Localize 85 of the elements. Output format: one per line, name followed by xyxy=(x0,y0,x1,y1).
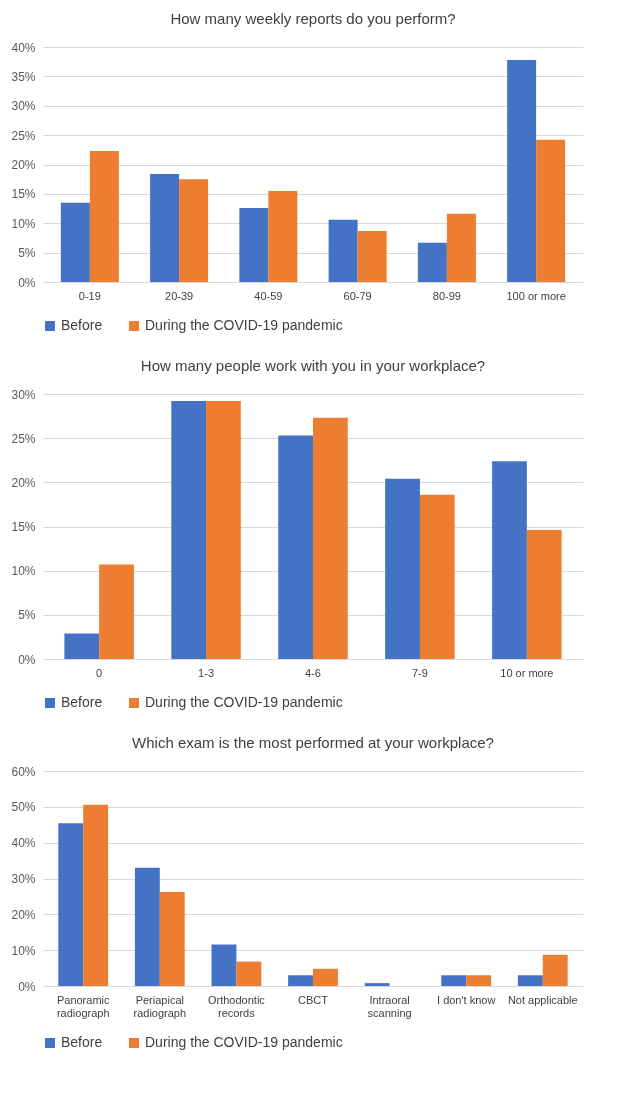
y-tick-label: 35% xyxy=(11,69,36,84)
chart-title: How many weekly reports do you perform? xyxy=(170,10,456,27)
y-tick-label: 30% xyxy=(11,872,36,886)
x-tick-label: 80-99 xyxy=(432,289,461,302)
x-tick-label: 7-9 xyxy=(411,666,428,679)
bar xyxy=(89,150,119,282)
x-tick-label: I don't know xyxy=(437,993,496,1006)
legend-label: Before xyxy=(61,1034,103,1050)
bar xyxy=(507,59,537,282)
legend-label: Before xyxy=(61,317,103,333)
x-tick-label: Periapical radiograph xyxy=(133,993,187,1019)
y-tick-label: 20% xyxy=(11,475,36,490)
bar xyxy=(288,975,313,986)
chart-title: How many people work with you in your workplace? xyxy=(140,357,486,374)
y-tick-label: 5% xyxy=(18,246,36,261)
x-tick-label: 40-59 xyxy=(254,289,283,302)
bar xyxy=(159,892,185,986)
y-tick-label: 15% xyxy=(11,520,36,534)
bar xyxy=(517,975,543,986)
bar xyxy=(134,867,160,986)
y-tick-label: 15% xyxy=(11,187,36,202)
y-tick-label: 0% xyxy=(18,652,36,667)
x-tick-label: 4-6 xyxy=(305,666,321,679)
y-tick-label: 25% xyxy=(11,431,36,446)
bar xyxy=(419,494,455,659)
bar xyxy=(328,219,358,282)
x-tick-label: Intraoral scanning xyxy=(367,993,412,1019)
x-tick-label: 0-19 xyxy=(78,289,101,302)
bar xyxy=(236,961,262,986)
legend-label: During the COVID-19 pandemic xyxy=(145,694,343,710)
bar xyxy=(441,975,467,986)
y-tick-label: 0% xyxy=(18,979,36,994)
x-tick-label: 1-3 xyxy=(198,666,215,679)
x-tick-label: Orthodontic records xyxy=(207,993,266,1019)
bar xyxy=(492,461,527,659)
bar xyxy=(446,213,476,282)
bar xyxy=(417,242,447,282)
y-tick-label: 10% xyxy=(11,216,36,231)
bar xyxy=(313,968,338,986)
bar xyxy=(58,823,84,986)
bar xyxy=(171,401,207,659)
y-tick-label: 20% xyxy=(11,907,36,922)
legend-label: During the COVID-19 pandemic xyxy=(145,317,343,333)
y-tick-label: 5% xyxy=(18,608,36,623)
x-tick-label: 0 xyxy=(96,666,103,679)
y-tick-label: 50% xyxy=(11,800,36,815)
x-tick-label: 100 or more xyxy=(506,289,566,302)
bar xyxy=(239,207,269,282)
y-tick-label: 20% xyxy=(11,158,36,172)
bar xyxy=(466,975,492,986)
y-tick-label: 30% xyxy=(11,99,36,114)
bar xyxy=(268,190,298,282)
bar xyxy=(526,530,562,659)
bar xyxy=(150,173,180,282)
chart-title: Which exam is the most performed at your workplace? xyxy=(132,734,494,751)
legend-label: During the COVID-19 pandemic xyxy=(145,1034,343,1050)
x-tick-label: 10 or more xyxy=(500,666,554,679)
bar xyxy=(357,230,387,282)
bar xyxy=(64,633,100,659)
bar xyxy=(278,435,313,659)
y-tick-label: 60% xyxy=(11,764,36,779)
x-tick-label: Not applicable xyxy=(507,993,578,1006)
x-tick-label: CBCT xyxy=(298,993,329,1006)
bar xyxy=(83,804,109,986)
bar xyxy=(542,954,568,986)
y-tick-label: 30% xyxy=(11,387,36,402)
x-tick-label: 20-39 xyxy=(165,289,194,302)
legend-label: Before xyxy=(61,694,103,710)
bar xyxy=(60,202,90,282)
y-tick-label: 40% xyxy=(11,836,36,851)
y-tick-label: 0% xyxy=(18,275,36,290)
y-tick-label: 10% xyxy=(11,943,36,958)
bar xyxy=(536,139,566,282)
x-tick-label: Panoramic radiograph xyxy=(56,993,110,1019)
y-tick-label: 40% xyxy=(11,40,36,55)
bar xyxy=(211,944,237,986)
bar xyxy=(364,983,390,986)
bar xyxy=(313,417,348,659)
y-tick-label: 25% xyxy=(11,128,36,143)
bar xyxy=(385,478,420,659)
x-tick-label: 60-79 xyxy=(343,289,372,302)
bar xyxy=(99,564,134,659)
bar xyxy=(206,401,241,659)
y-tick-label: 10% xyxy=(11,564,36,579)
bar xyxy=(179,179,209,282)
